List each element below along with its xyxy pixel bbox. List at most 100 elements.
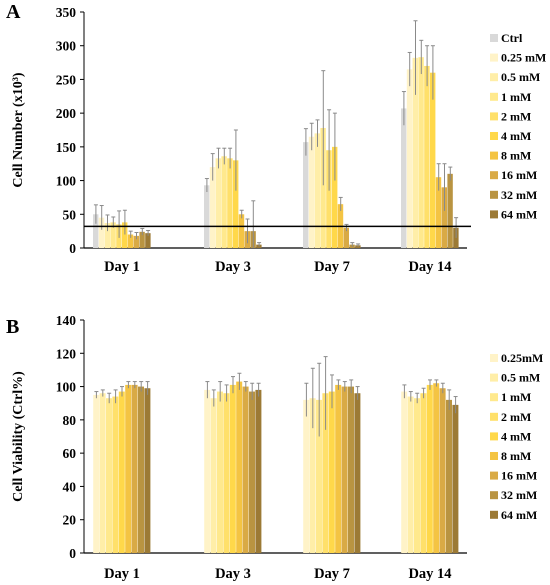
legend-label: 0.5 mM: [501, 70, 540, 84]
bar: [118, 391, 125, 553]
bar: [348, 386, 354, 553]
bar: [255, 389, 262, 553]
y-tick-label: 350: [56, 5, 77, 20]
bar: [452, 404, 459, 553]
bar: [221, 156, 227, 248]
legend-swatch: [490, 210, 498, 219]
legend-swatch: [490, 34, 498, 42]
bar: [249, 391, 255, 553]
y-tick-label: 60: [63, 446, 77, 461]
bar: [204, 185, 210, 248]
legend-label: 0.5 mM: [501, 371, 540, 385]
bar: [233, 160, 239, 248]
legend-swatch: [490, 73, 498, 82]
bar: [446, 399, 452, 553]
panel-a-chart: A 0 50 100 150 200 250 300 350 Cell Number (x10³)…: [6, 1, 546, 275]
bar: [139, 231, 145, 248]
panel-b-chart: B 0 20 40 60 80 100 120 140 Cell Viability (Ctrl%…: [6, 313, 543, 582]
bar: [227, 158, 233, 248]
bar: [420, 393, 427, 553]
bar: [122, 222, 128, 248]
bar: [343, 227, 349, 248]
bar: [314, 133, 320, 248]
y-axis-label: Cell Number (x10³): [11, 72, 26, 187]
y-tick-label: 80: [63, 413, 77, 428]
y-tick-label: 40: [63, 479, 77, 494]
bar: [354, 393, 361, 553]
legend-label: 64 mM: [501, 207, 537, 221]
bar: [145, 233, 151, 248]
bar: [131, 384, 138, 553]
legend-label: 32 mM: [501, 188, 537, 202]
legend-label: 32 mM: [501, 488, 537, 502]
legend-label: 2 mM: [501, 410, 531, 424]
bar: [407, 396, 414, 553]
legend-swatch: [490, 432, 498, 441]
y-tick-label: 150: [56, 140, 77, 155]
bar: [430, 72, 436, 248]
legend-label: 8 mM: [501, 449, 531, 463]
legend-label: 16 mM: [501, 168, 537, 182]
bar: [328, 391, 335, 553]
legend-label: 8 mM: [501, 149, 531, 163]
bar: [412, 57, 418, 249]
bar: [308, 136, 315, 248]
bar: [414, 398, 420, 553]
bar: [316, 399, 322, 553]
bar: [322, 393, 329, 553]
legend-label: 0.25 mM: [501, 51, 546, 65]
bar: [217, 391, 223, 553]
bar: [426, 384, 433, 553]
x-category-label: Day 3: [215, 259, 251, 275]
bar: [110, 222, 116, 248]
x-category-label: Day 1: [104, 259, 140, 275]
x-category-label: Day 14: [408, 259, 451, 275]
bar: [418, 57, 424, 249]
bar: [326, 150, 332, 248]
bar: [125, 384, 132, 553]
x-category-label: Day 7: [314, 566, 350, 582]
bar: [229, 384, 236, 553]
legend-label: 2 mM: [501, 109, 531, 123]
legend-swatch: [490, 171, 498, 180]
bar: [401, 108, 407, 249]
bar: [335, 384, 342, 553]
y-tick-label: 20: [63, 513, 77, 528]
legend-swatch: [490, 491, 498, 500]
bar: [433, 383, 440, 553]
bar: [441, 187, 447, 248]
bar: [447, 173, 453, 248]
bar: [138, 386, 144, 553]
bar: [204, 389, 211, 553]
bar: [309, 398, 316, 553]
y-tick-label: 0: [69, 241, 76, 256]
legend-swatch: [490, 373, 498, 382]
bar: [332, 146, 338, 248]
bar: [406, 69, 413, 248]
y-tick-label: 120: [56, 346, 77, 361]
legend-swatch: [490, 132, 498, 140]
bar: [303, 142, 309, 248]
legend-swatch: [490, 510, 498, 519]
legend-swatch: [490, 354, 498, 362]
legend-label: 4 mM: [501, 429, 531, 443]
bar: [98, 217, 105, 248]
bar: [401, 391, 408, 553]
bar: [439, 388, 446, 553]
legend-swatch: [490, 92, 498, 101]
legend-label: Ctrl: [501, 31, 523, 45]
bar: [112, 396, 119, 553]
bar: [210, 398, 217, 553]
bar: [104, 223, 110, 248]
legend-swatch: [490, 151, 498, 160]
legend-label: 0.25mM: [501, 351, 543, 365]
bar: [236, 381, 243, 553]
bar: [435, 177, 442, 248]
legend-swatch: [490, 53, 498, 62]
bar: [144, 388, 151, 553]
bar: [424, 65, 430, 248]
bar: [209, 167, 216, 248]
bar: [133, 235, 139, 248]
legend-label: 1 mM: [501, 390, 531, 404]
